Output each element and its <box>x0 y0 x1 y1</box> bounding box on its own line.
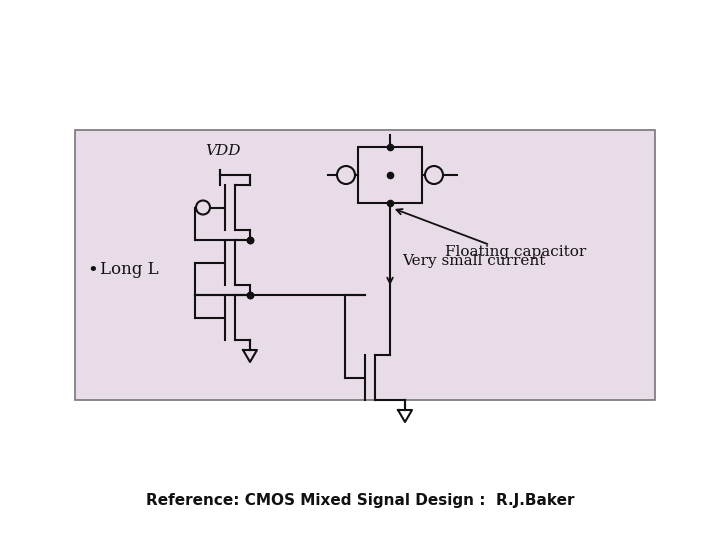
Circle shape <box>337 166 355 184</box>
Text: Floating capacitor: Floating capacitor <box>445 245 586 259</box>
Text: Long L: Long L <box>100 261 158 279</box>
Bar <box>75 130 655 400</box>
Bar <box>358 147 422 203</box>
Text: Reference: CMOS Mixed Signal Design :  R.J.Baker: Reference: CMOS Mixed Signal Design : R.… <box>145 492 575 508</box>
Text: Very small current: Very small current <box>402 253 545 267</box>
Circle shape <box>196 200 210 214</box>
Text: •: • <box>87 261 98 279</box>
Circle shape <box>425 166 443 184</box>
Text: VDD: VDD <box>205 144 240 158</box>
